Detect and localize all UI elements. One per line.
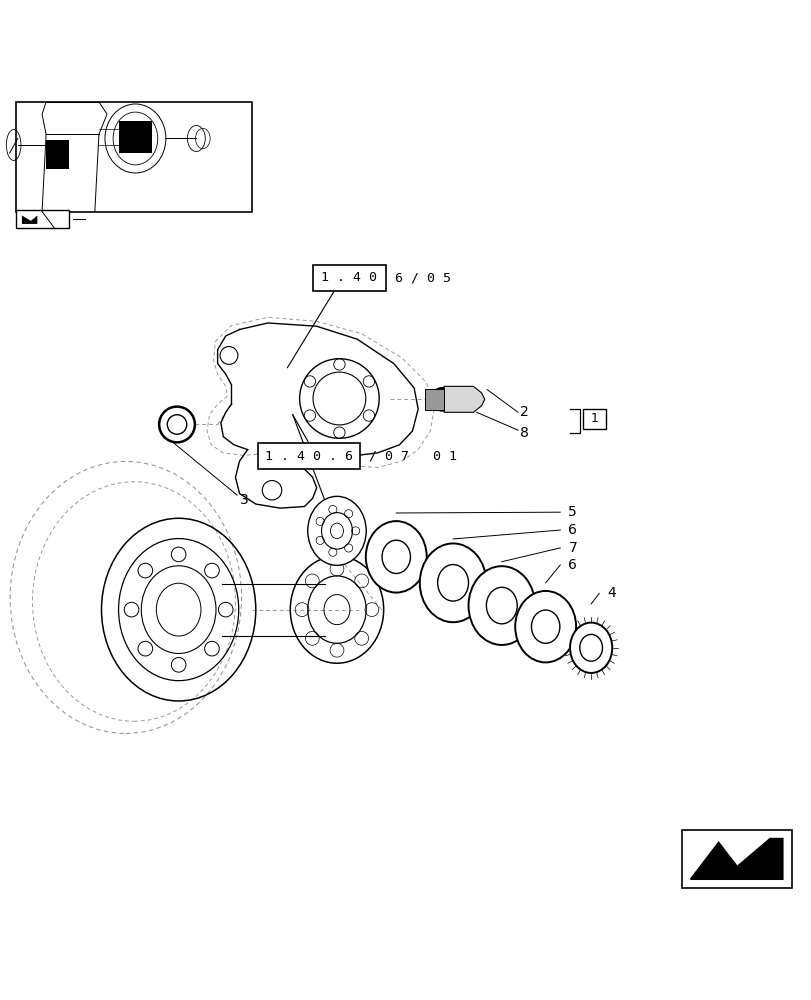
Text: 8: 8 [520, 426, 529, 440]
Ellipse shape [431, 388, 453, 411]
Polygon shape [444, 386, 484, 412]
Polygon shape [22, 215, 37, 224]
Text: 4: 4 [607, 586, 616, 600]
Ellipse shape [515, 591, 575, 662]
Ellipse shape [486, 587, 517, 624]
Bar [16, 210, 69, 228]
Text: / 0 7   0 1: / 0 7 0 1 [361, 450, 457, 463]
Ellipse shape [365, 521, 426, 593]
Text: 3: 3 [240, 493, 249, 507]
Bar [582, 409, 605, 429]
Bar [46, 140, 69, 169]
Ellipse shape [468, 566, 534, 645]
Ellipse shape [530, 610, 560, 643]
Ellipse shape [381, 540, 410, 573]
Text: 5: 5 [568, 505, 577, 519]
Ellipse shape [167, 415, 187, 434]
Ellipse shape [437, 565, 468, 601]
Text: 6: 6 [568, 558, 577, 572]
Bar [119, 121, 152, 153]
Ellipse shape [419, 543, 486, 622]
Polygon shape [689, 838, 783, 880]
Bar [258, 443, 359, 469]
Ellipse shape [330, 523, 343, 539]
Bar [312, 265, 385, 291]
Bar [16, 102, 251, 212]
Text: 1: 1 [590, 412, 598, 425]
Bar [681, 830, 791, 888]
Bar [424, 389, 444, 410]
Ellipse shape [579, 634, 602, 661]
Ellipse shape [307, 496, 366, 565]
Text: 2: 2 [520, 405, 529, 419]
Text: 6: 6 [568, 523, 577, 537]
Ellipse shape [436, 393, 448, 406]
Ellipse shape [569, 623, 611, 673]
Ellipse shape [321, 513, 352, 549]
Text: 1 . 4 0 . 6: 1 . 4 0 . 6 [264, 450, 353, 463]
Text: 1 . 4 0: 1 . 4 0 [321, 271, 376, 284]
Text: 7: 7 [568, 541, 577, 555]
Ellipse shape [159, 407, 195, 442]
Text: 6 / 0 5: 6 / 0 5 [387, 271, 451, 284]
